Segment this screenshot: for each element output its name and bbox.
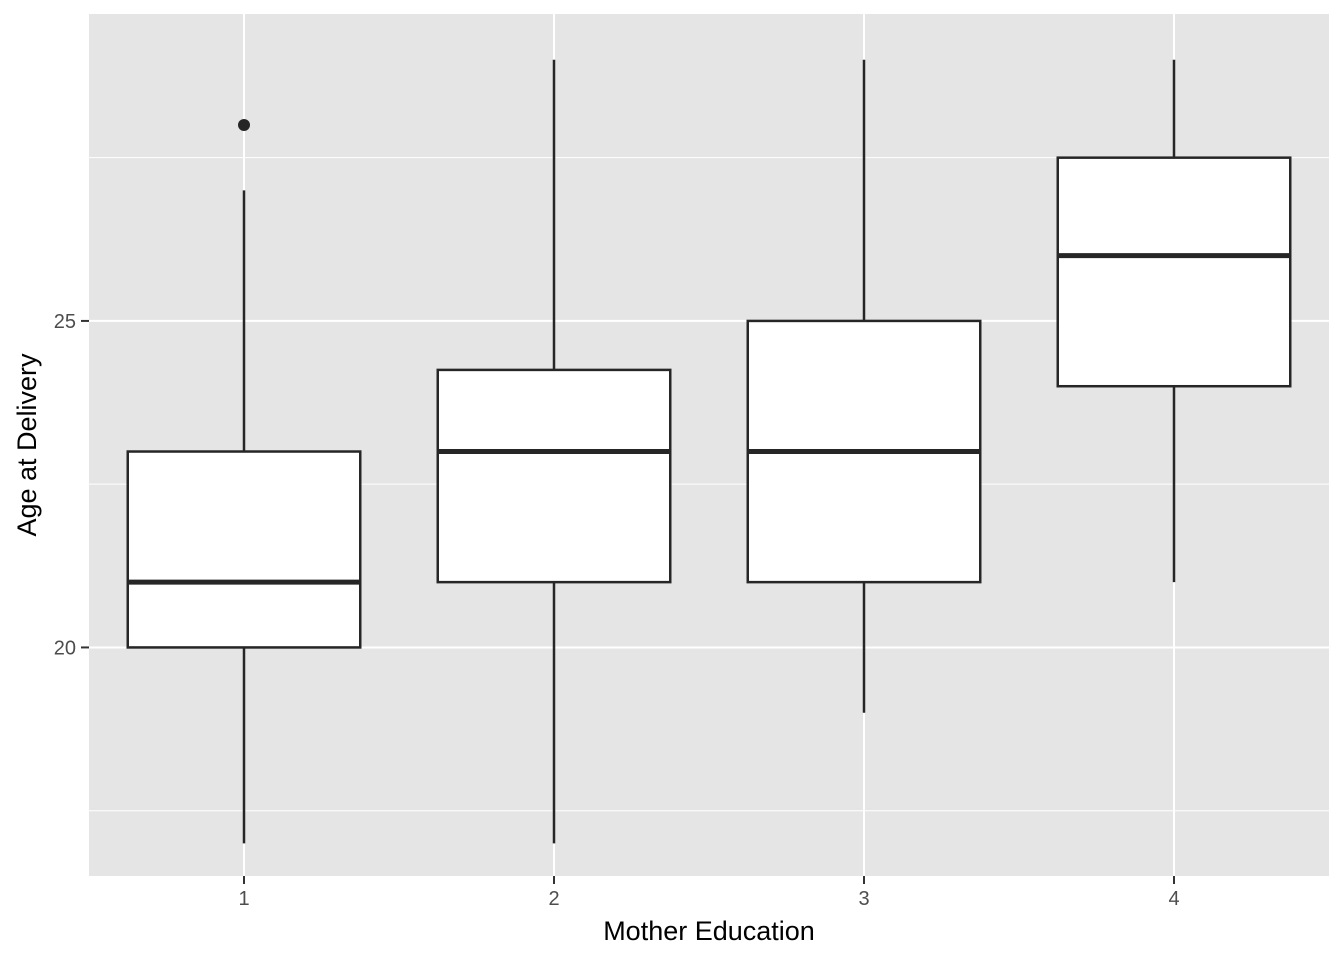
- plot-panel: [89, 14, 1329, 876]
- box-category-2: [436, 59, 672, 844]
- x-axis-title: Mother Education: [603, 916, 815, 946]
- box-iqr: [1056, 156, 1292, 388]
- outlier-point: [238, 119, 250, 132]
- box-category-1: [126, 119, 362, 844]
- x-tick-label: 1: [238, 888, 249, 910]
- x-axis: 1 2 3 4: [238, 876, 1180, 910]
- y-tick-label: 20: [54, 637, 76, 659]
- box-category-4: [1056, 59, 1292, 583]
- y-axis-title: Age at Delivery: [12, 353, 42, 537]
- box-series: [126, 59, 1292, 844]
- x-tick-label: 4: [1168, 888, 1179, 910]
- x-tick-label: 3: [858, 888, 869, 910]
- box-category-3: [746, 59, 982, 713]
- x-tick-label: 2: [548, 888, 559, 910]
- y-tick-label: 25: [54, 311, 76, 333]
- box-iqr: [436, 368, 672, 584]
- box-iqr: [126, 450, 362, 649]
